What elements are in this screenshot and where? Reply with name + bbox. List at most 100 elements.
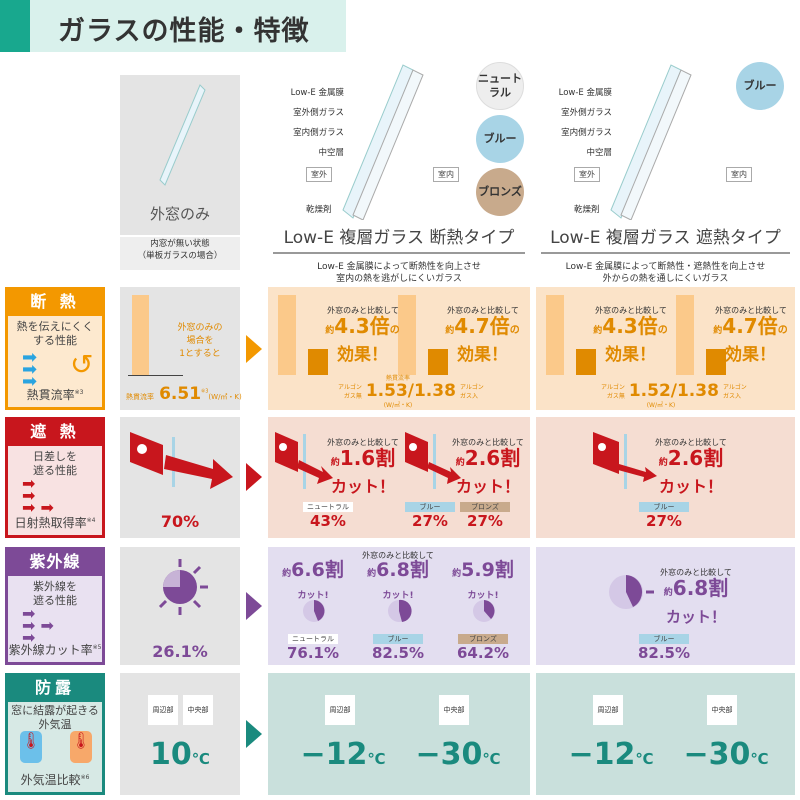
dew-shading-type: 周辺部 中央部 −12℃ −30℃ <box>536 673 795 795</box>
arrow-right-icon <box>246 720 262 748</box>
cut-text: カット! <box>467 591 499 601</box>
approx: 約 <box>452 569 462 579</box>
shading-shading-type: 外窓のみと比較して 約2.6割 カット！ ブルー 27% <box>536 417 795 538</box>
edge-label: 周辺部 <box>593 695 623 725</box>
row-desc: 日差しを 遮る性能 <box>33 450 77 477</box>
suffix: の <box>777 325 788 336</box>
compare-text: 外窓のみと比較して <box>595 306 667 315</box>
uv-value: 26.1% <box>152 642 208 661</box>
shgc-value: 27% <box>467 512 503 530</box>
row-footer: 日射熱取得率 <box>14 516 87 530</box>
effect-value: 4.7倍 <box>722 314 778 338</box>
cut-text: カット！ <box>665 608 726 626</box>
shgc-value: 70% <box>160 512 200 531</box>
label-inner-glass: 室内側ガラス <box>561 128 612 138</box>
compare-text: 外窓のみと比較して <box>660 568 732 577</box>
row-title: 遮 熱 <box>8 420 102 446</box>
column-desc-2: 室内の熱を逃がしにくいガラス <box>336 274 462 284</box>
insulation-type-header: Low-E 金属膜 室外側ガラス 室内側ガラス 中空層 室外 室内 乾燥剤 ニュ… <box>268 55 530 285</box>
compare-text: 外窓のみと比較して <box>655 438 727 447</box>
uv-sun-icon <box>473 600 495 622</box>
uv-insulation-type: 外窓のみと比較して 約6.6割 カット! 約6.8割 カット! 約5.9割 カット! … <box>268 547 530 665</box>
center-label: 中央部 <box>183 695 213 725</box>
base-caption: 外窓のみの 場合を 1とすると <box>177 323 223 359</box>
tag-blue: ブルー <box>639 634 689 644</box>
row-footer: 熱貫流率 <box>26 388 75 402</box>
value-label: 熱貫流率 <box>385 375 410 382</box>
approx: 約 <box>367 569 377 579</box>
column-desc-1: Low-E 金属膜によって断熱性・遮熱性を向上させ <box>565 262 766 272</box>
approx: 約 <box>713 326 723 336</box>
sun-heat-arrow-icon <box>130 432 233 489</box>
double-glazing-diagram <box>342 64 424 220</box>
effect-value: 5.9割 <box>461 559 514 581</box>
center-temp: −30℃ <box>403 737 513 772</box>
sun-heat-arrow-icon <box>405 432 461 489</box>
cut-text: カット！ <box>330 477 395 496</box>
footnote: ※6 <box>80 774 90 781</box>
column-desc-1: Low-E 金属膜によって断熱性を向上させ <box>317 262 481 272</box>
approx: 約 <box>330 458 340 468</box>
argon-none: アルゴン ガス無 <box>601 384 625 400</box>
footnote: ※3 <box>201 388 209 395</box>
insulation-insulation-type: 外窓のみと比較して 約4.3倍の 効果！ 外窓のみと比較して 約4.7倍の 効果！ … <box>268 287 530 410</box>
footnote: ※3 <box>74 389 84 396</box>
effect-value: 6.6割 <box>291 559 344 581</box>
cut-text: カット！ <box>455 477 520 496</box>
approx: 約 <box>445 326 455 336</box>
tag-bronze: ブロンズ <box>460 502 510 512</box>
label-lowe: Low-E 金属膜 <box>558 88 612 98</box>
uv-value: 82.5% <box>637 644 691 662</box>
tag-bronze: ブロンズ <box>458 634 508 644</box>
header-accent <box>0 0 30 52</box>
tag-neutral: ニュートラル <box>288 634 338 644</box>
effect-text: 効果！ <box>457 345 508 365</box>
label-air-layer: 中空層 <box>318 148 344 158</box>
uv-single: 26.1% <box>120 547 240 665</box>
row-label-shading: 遮 熱 日差しを 遮る性能 ➡ ➡ ➡ ➡ 日射熱取得率※4 <box>5 417 105 538</box>
sun-heat-arrow-icon <box>275 432 333 489</box>
unit: ℃ <box>635 750 654 768</box>
uv-shading-type: 外窓のみと比較して 約6.8割 カット！ ブルー 82.5% <box>536 547 795 665</box>
row-title: 断 熱 <box>8 290 102 316</box>
u-value: 1.53/1.38 <box>365 381 456 401</box>
warm-thermometer-icon: 🌡 <box>70 731 92 763</box>
column-title: Low-E 複層ガラス 断熱タイプ <box>273 223 525 254</box>
tag-blue: ブルー <box>639 502 689 512</box>
insulation-shading-type: 外窓のみと比較して 約4.3倍の 効果！ 外窓のみと比較して 約4.7倍の 効果！ … <box>536 287 795 410</box>
value-label: 熱貫流率 <box>126 393 154 401</box>
suffix: の <box>389 325 400 336</box>
temp-value: −30 <box>683 737 751 772</box>
label-inside: 室内 <box>726 167 752 182</box>
shading-single: 70% <box>120 417 240 538</box>
cut-text: カット! <box>382 591 414 601</box>
label-inside: 室内 <box>433 167 459 182</box>
argon-filled: アルゴン ガス入 <box>722 384 747 400</box>
uv-sun-icon <box>609 575 654 609</box>
dew-insulation-type: 周辺部 中央部 −12℃ −30℃ <box>268 673 530 795</box>
color-neutral: ニュートラル <box>476 62 524 110</box>
row-label-dew: 防露 窓に結露が起きる 外気温 🌡 🌡 外気温比較※6 <box>5 673 105 795</box>
cut-text: カット! <box>297 591 329 601</box>
row-title: 防露 <box>8 676 102 702</box>
cold-thermometer-icon: 🌡 <box>20 731 42 763</box>
approx: 約 <box>325 326 335 336</box>
column-title: Low-E 複層ガラス 遮熱タイプ <box>541 223 790 254</box>
row-desc: 窓に結露が起きる 外気温 <box>11 704 99 731</box>
u-value: 1.52/1.38 <box>628 381 719 401</box>
label-outside: 室外 <box>306 167 332 182</box>
approx: 約 <box>663 588 673 598</box>
row-desc: 紫外線を 遮る性能 <box>33 580 77 607</box>
approx: 約 <box>282 569 292 579</box>
label-desiccant: 乾燥剤 <box>574 205 600 215</box>
compare-text: 外窓のみと比較して <box>447 306 519 315</box>
bar-single <box>132 295 149 375</box>
color-blue: ブルー <box>736 62 784 110</box>
edge-temp: −12℃ <box>556 737 666 772</box>
suffix: の <box>657 325 668 336</box>
effect-value: 4.3倍 <box>334 314 390 338</box>
approx: 約 <box>455 458 465 468</box>
edge-label: 周辺部 <box>148 695 178 725</box>
shgc-value: 27% <box>646 512 682 530</box>
row-footer: 外気温比較 <box>20 773 81 787</box>
